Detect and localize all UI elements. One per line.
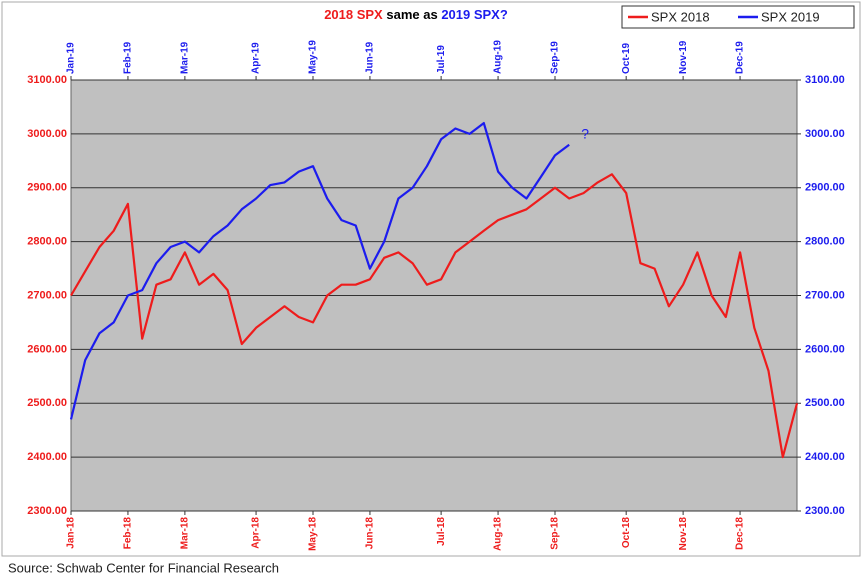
legend: SPX 2018 SPX 2019	[621, 5, 855, 29]
x-tick-label: Aug-18	[493, 517, 504, 551]
y2-tick-label: 2600.00	[805, 343, 845, 355]
source-note: Source: Schwab Center for Financial Rese…	[8, 560, 279, 575]
y-tick-label: 3100.00	[27, 74, 67, 86]
x2-tick-label: May-19	[308, 40, 319, 74]
x2-tick-label: Nov-19	[678, 40, 689, 74]
x-tick-label: Mar-18	[180, 517, 191, 550]
y2-tick-label: 2800.00	[805, 236, 845, 248]
annotation: ?	[581, 125, 589, 141]
x-tick-label: Dec-18	[735, 517, 746, 550]
x-tick-label: Sep-18	[550, 517, 561, 550]
legend-label: SPX 2018	[651, 9, 710, 24]
x-tick-label: Nov-18	[678, 517, 689, 551]
x2-tick-label: Mar-19	[180, 41, 191, 74]
y-tick-label: 2300.00	[27, 505, 67, 517]
y2-tick-label: 3100.00	[805, 74, 845, 86]
y2-tick-label: 3000.00	[805, 128, 845, 140]
y-tick-label: 2600.00	[27, 343, 67, 355]
x2-tick-label: Apr-19	[251, 42, 262, 74]
x-tick-label: Apr-18	[251, 517, 262, 549]
y-tick-label: 2900.00	[27, 182, 67, 194]
x2-tick-label: Sep-19	[550, 41, 561, 74]
x2-tick-label: Jan-19	[66, 42, 77, 74]
x-tick-label: Feb-18	[123, 517, 134, 550]
x2-tick-label: Oct-19	[621, 42, 632, 74]
x2-tick-label: Feb-19	[123, 41, 134, 74]
y-tick-label: 2500.00	[27, 397, 67, 409]
y2-tick-label: 2900.00	[805, 182, 845, 194]
x2-tick-label: Dec-19	[735, 41, 746, 74]
title-part: 2019 SPX?	[441, 7, 508, 22]
y2-tick-label: 2700.00	[805, 289, 845, 301]
x-tick-label: Jan-18	[66, 517, 77, 549]
x-tick-label: May-18	[308, 517, 319, 551]
series-line	[69, 122, 570, 420]
x-tick-label: Oct-18	[621, 517, 632, 549]
y2-tick-label: 2400.00	[805, 451, 845, 463]
chart-title: 2018 SPX same as 2019 SPX?	[324, 7, 508, 22]
legend-label: SPX 2019	[761, 9, 820, 24]
y2-tick-label: 2500.00	[805, 397, 845, 409]
x2-tick-label: Jul-19	[436, 45, 447, 74]
y2-tick-label: 2300.00	[805, 505, 845, 517]
series-line	[70, 173, 799, 459]
title-part: 2018 SPX	[324, 7, 383, 22]
x2-tick-label: Jun-19	[365, 41, 376, 74]
y-tick-label: 2400.00	[27, 451, 67, 463]
title-part: same as	[386, 7, 437, 22]
y-tick-label: 2800.00	[27, 236, 67, 248]
x-tick-label: Jun-18	[365, 517, 376, 550]
y-tick-label: 2700.00	[27, 289, 67, 301]
x2-tick-label: Aug-19	[493, 40, 504, 74]
y-tick-label: 3000.00	[27, 128, 67, 140]
x-tick-label: Jul-18	[436, 517, 447, 546]
